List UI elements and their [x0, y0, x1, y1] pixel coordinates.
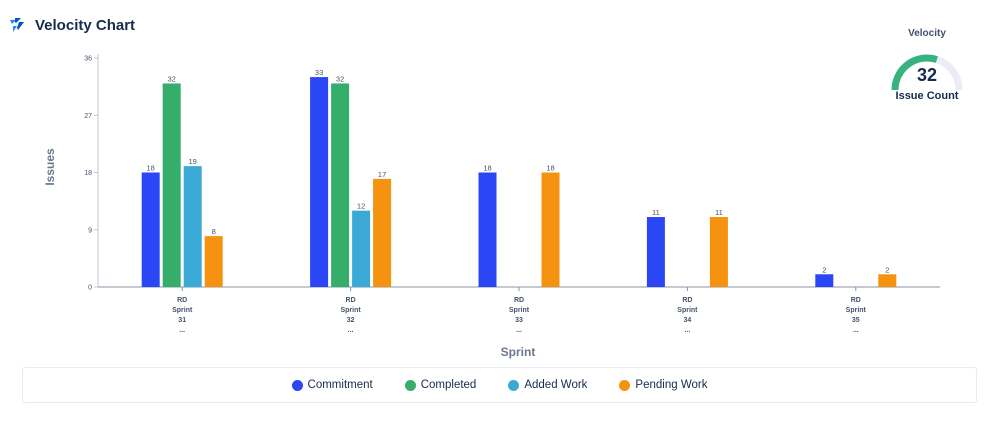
legend-item-pending-work[interactable]: Pending Work	[619, 379, 707, 391]
bar-value-label: 32	[336, 74, 344, 83]
x-tick-label: 32	[347, 317, 355, 324]
bar-commitment[interactable]	[141, 172, 160, 288]
bar-value-label: 18	[483, 164, 491, 173]
y-tick-label: 36	[84, 56, 92, 63]
velocity-gauge: Velocity 32 Issue Count	[884, 28, 970, 108]
chart-legend: Commitment Completed Added Work Pending Wor…	[22, 367, 977, 403]
gauge-label: Velocity	[908, 28, 946, 39]
bar-completed[interactable]	[162, 83, 181, 287]
chart-labels: 18 32 19 8 RD Sprint 31... 33 32 12 17 RD Sprint 32..…	[147, 68, 890, 334]
bar-value-label: 12	[357, 202, 365, 211]
x-tick-label: RD	[851, 297, 861, 304]
legend-label: Pending Work	[635, 379, 708, 391]
bar-commitment[interactable]	[815, 274, 834, 287]
gauge-value: 32	[916, 65, 938, 85]
chart-axes: 0 9 18 27 36	[84, 54, 940, 292]
bar-value-label: 33	[315, 68, 323, 77]
bar-value-label: 2	[822, 265, 826, 274]
x-tick-label: 33	[515, 317, 523, 324]
legend-label: Commitment	[307, 379, 373, 391]
x-tick-label: Sprint	[509, 307, 530, 314]
bar-value-label: 2	[885, 265, 889, 274]
bar-value-label: 18	[546, 164, 554, 173]
y-tick-label: 27	[84, 113, 92, 120]
legend-swatch	[404, 379, 416, 391]
legend-swatch	[619, 379, 631, 391]
x-tick-label: 35	[852, 317, 860, 324]
x-tick-label: Sprint	[340, 307, 361, 314]
bar-value-label: 17	[378, 170, 386, 179]
y-axis-title: Issues	[43, 148, 57, 186]
velocity-bar-chart: 0 9 18 27 36 18 32 19 8 RD Sprint 31... 33 32 12 17 RD S…	[43, 54, 940, 359]
bar-pending-work[interactable]	[373, 178, 392, 287]
legend-label: Completed	[420, 379, 477, 391]
x-tick-label: RD	[346, 297, 356, 304]
x-tick-label: ...	[348, 327, 354, 334]
legend-item-commitment[interactable]: Commitment	[291, 379, 373, 391]
x-tick-label: Sprint	[677, 307, 698, 314]
x-tick-label: 31	[178, 317, 186, 324]
y-tick-label: 9	[88, 227, 92, 234]
bar-value-label: 11	[715, 208, 723, 217]
bar-pending-work[interactable]	[878, 274, 897, 287]
legend-swatch	[508, 379, 520, 391]
gauge-arc	[891, 54, 963, 91]
bar-pending-work[interactable]	[204, 236, 223, 287]
chart-header: Velocity Chart	[8, 13, 135, 37]
x-tick-label: ...	[516, 327, 522, 334]
x-tick-label: RD	[514, 297, 524, 304]
bar-pending-work[interactable]	[709, 217, 728, 287]
y-tick-label: 18	[84, 170, 92, 177]
bar-pending-work[interactable]	[541, 172, 560, 288]
y-tick-label: 0	[88, 285, 92, 292]
legend-swatch	[291, 379, 303, 391]
gauge-fill	[891, 54, 938, 91]
velocity-logo-icon	[10, 18, 24, 32]
bar-value-label: 32	[168, 74, 176, 83]
bar-value-label: 18	[147, 164, 155, 173]
chart-bars	[141, 77, 897, 288]
legend-label: Added Work	[524, 379, 588, 391]
gauge-sublabel: Issue Count	[895, 90, 959, 102]
x-tick-label: Sprint	[846, 307, 867, 314]
bar-completed[interactable]	[331, 83, 350, 287]
x-tick-label: ...	[179, 327, 185, 334]
x-tick-label: Sprint	[172, 307, 193, 314]
legend-item-added-work[interactable]: Added Work	[508, 379, 587, 391]
x-tick-label: ...	[853, 327, 859, 334]
bar-value-label: 11	[652, 208, 660, 217]
x-tick-label: 34	[684, 317, 692, 324]
x-axis-title: Sprint	[501, 345, 536, 359]
bar-added-work[interactable]	[183, 166, 202, 287]
bar-value-label: 8	[212, 227, 216, 236]
bar-commitment[interactable]	[310, 77, 329, 287]
legend-item-completed[interactable]: Completed	[404, 379, 477, 391]
bar-commitment[interactable]	[478, 172, 497, 288]
bar-value-label: 19	[189, 157, 197, 166]
x-tick-label: RD	[177, 297, 187, 304]
bar-commitment[interactable]	[646, 217, 665, 287]
x-tick-label: ...	[684, 327, 690, 334]
page-title: Velocity Chart	[35, 16, 136, 34]
x-tick-label: RD	[682, 297, 692, 304]
bar-added-work[interactable]	[352, 210, 371, 287]
